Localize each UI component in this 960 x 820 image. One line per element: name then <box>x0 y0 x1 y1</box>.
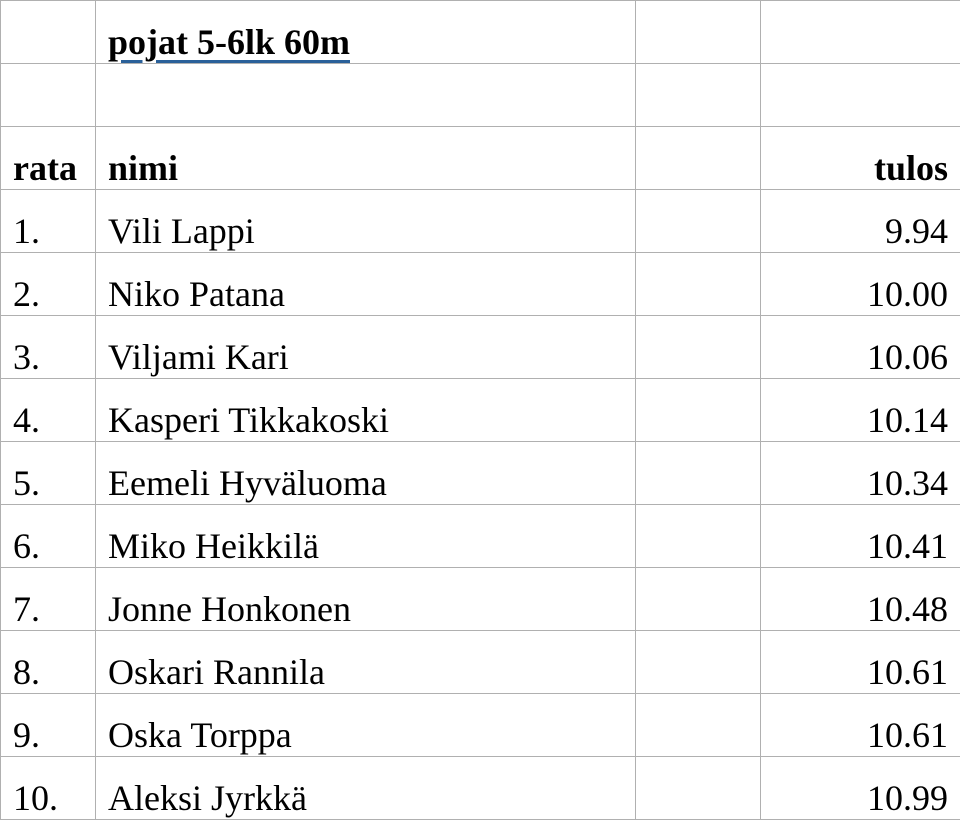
cell-result: 10.14 <box>761 379 960 442</box>
title-blank-empty <box>636 1 761 64</box>
header-blank <box>636 127 761 190</box>
cell-result: 10.61 <box>761 694 960 757</box>
cell-rank: 4. <box>1 379 96 442</box>
cell-name: Miko Heikkilä <box>96 505 636 568</box>
cell-name: Aleksi Jyrkkä <box>96 757 636 820</box>
cell-rank: 1. <box>1 190 96 253</box>
table-row: 7. Jonne Honkonen 10.48 <box>1 568 960 631</box>
cell-result: 9.94 <box>761 190 960 253</box>
cell-result: 10.00 <box>761 253 960 316</box>
table-title: pojat 5-6lk 60m <box>96 1 636 64</box>
cell-rank: 5. <box>1 442 96 505</box>
cell-rank: 2. <box>1 253 96 316</box>
title-row: pojat 5-6lk 60m <box>1 1 960 64</box>
cell-name: Kasperi Tikkakoski <box>96 379 636 442</box>
cell-name: Viljami Kari <box>96 316 636 379</box>
cell-name: Jonne Honkonen <box>96 568 636 631</box>
title-blank-rank <box>1 1 96 64</box>
header-row: rata nimi tulos <box>1 127 960 190</box>
cell-rank: 3. <box>1 316 96 379</box>
table-row: 2. Niko Patana 10.00 <box>1 253 960 316</box>
cell-rank: 8. <box>1 631 96 694</box>
title-text: pojat 5-6lk 60m <box>108 22 350 62</box>
cell-name: Vili Lappi <box>96 190 636 253</box>
cell-result: 10.99 <box>761 757 960 820</box>
header-result: tulos <box>761 127 960 190</box>
table-row: 3. Viljami Kari 10.06 <box>1 316 960 379</box>
table-row: 8. Oskari Rannila 10.61 <box>1 631 960 694</box>
title-blank-result <box>761 1 960 64</box>
cell-result: 10.48 <box>761 568 960 631</box>
cell-rank: 9. <box>1 694 96 757</box>
cell-name: Oskari Rannila <box>96 631 636 694</box>
cell-result: 10.41 <box>761 505 960 568</box>
cell-result: 10.34 <box>761 442 960 505</box>
spacer-row <box>1 64 960 127</box>
cell-rank: 6. <box>1 505 96 568</box>
table-row: 1. Vili Lappi 9.94 <box>1 190 960 253</box>
cell-name: Oska Torppa <box>96 694 636 757</box>
cell-result: 10.61 <box>761 631 960 694</box>
cell-result: 10.06 <box>761 316 960 379</box>
cell-name: Niko Patana <box>96 253 636 316</box>
table-row: 5. Eemeli Hyväluoma 10.34 <box>1 442 960 505</box>
results-table: pojat 5-6lk 60m rata nimi tulos 1. Vili … <box>0 0 960 820</box>
table-row: 9. Oska Torppa 10.61 <box>1 694 960 757</box>
cell-rank: 10. <box>1 757 96 820</box>
cell-rank: 7. <box>1 568 96 631</box>
header-rank: rata <box>1 127 96 190</box>
header-name: nimi <box>96 127 636 190</box>
table-row: 10. Aleksi Jyrkkä 10.99 <box>1 757 960 820</box>
table-row: 4. Kasperi Tikkakoski 10.14 <box>1 379 960 442</box>
table-row: 6. Miko Heikkilä 10.41 <box>1 505 960 568</box>
cell-name: Eemeli Hyväluoma <box>96 442 636 505</box>
